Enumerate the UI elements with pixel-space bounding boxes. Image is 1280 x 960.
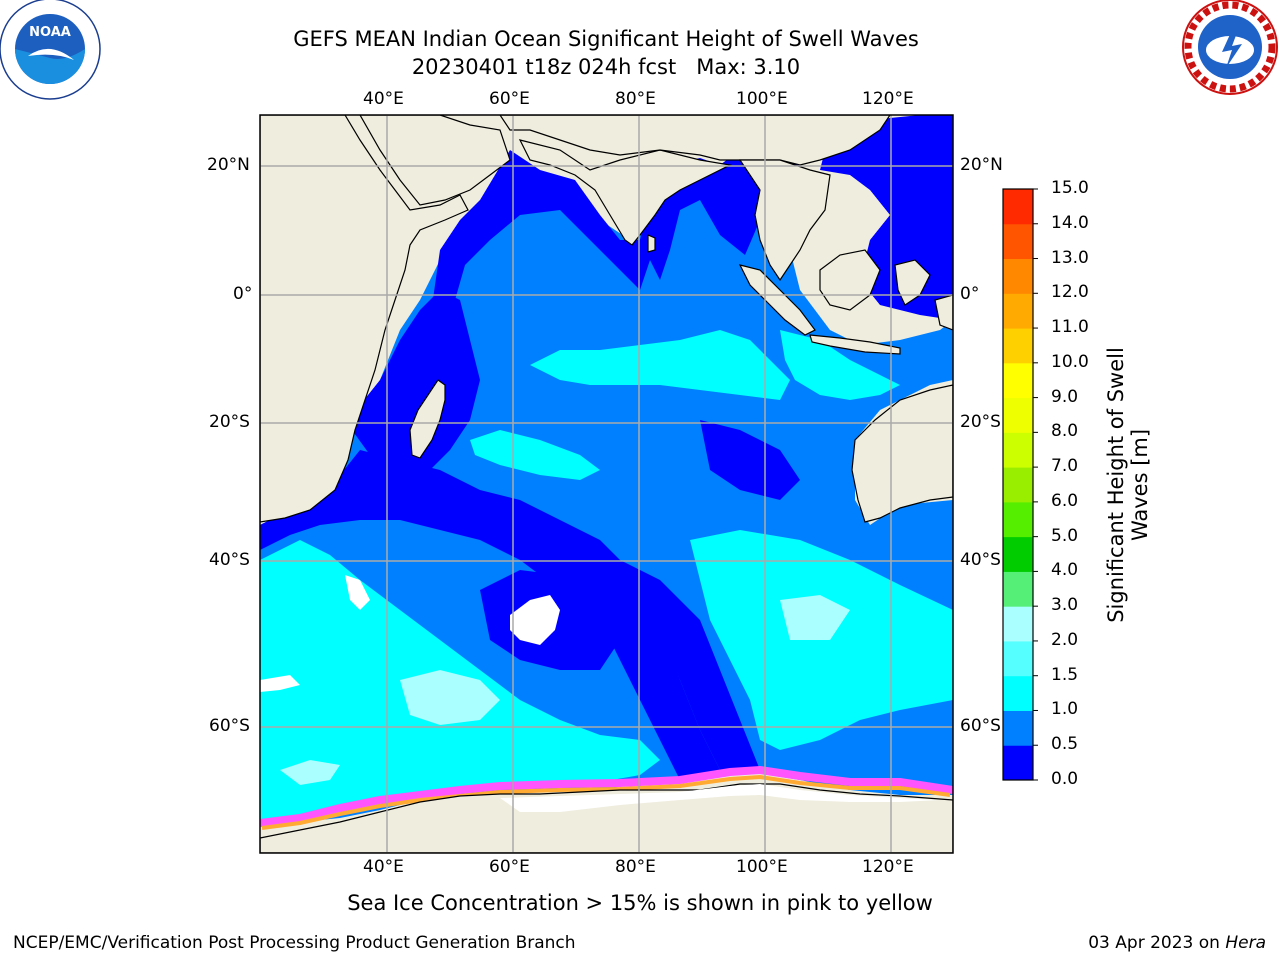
lon-tick-bottom: 120°E [862,857,914,877]
ocean-cyan-madagascar-streak [470,430,600,480]
colorbar-tick-label: 4.0 [1051,560,1079,581]
footer-timestamp: 03 Apr 2023 on Hera [1088,933,1266,953]
colorbar-frame [1002,188,1034,781]
antarctic-ice-shelf [500,784,940,812]
colorbar-tick-label: 7.0 [1051,456,1079,477]
sea-ice-band [260,765,953,827]
land-new-guinea [934,294,953,331]
lon-tick-bottom: 40°E [363,857,404,877]
lon-tick-top: 120°E [862,89,914,109]
ocean-light-cyan-patch-2 [280,760,340,785]
colorbar [1003,188,1038,781]
map-frame [259,114,954,854]
colorbar-swatch [1003,189,1033,225]
colorbar-title-line1: Significant Height of Swell [1104,347,1128,623]
colorbar-tick-label: 3.0 [1051,595,1079,616]
colorbar-swatch [1003,397,1033,433]
colorbar-tick-label: 10.0 [1051,351,1089,372]
footer-credit: NCEP/EMC/Verification Post Processing Pr… [13,933,576,953]
colorbar-tick-label: 0.0 [1051,769,1079,789]
ocean-deep-blue-madagascar [352,290,480,480]
ocean-light-cyan-patch-3 [780,595,850,640]
graticule [260,115,953,853]
colorbar-swatch [1003,432,1033,468]
land-australia [851,384,953,523]
colorbar-swatch [1003,467,1033,503]
footer-machine: Hera [1225,933,1266,953]
colorbar-tick-label: 8.0 [1051,421,1079,442]
colorbar-tick-label: 1.5 [1051,664,1079,685]
colorbar-tick-label: 2.0 [1051,629,1079,650]
colorbar-tick-label: 11.0 [1051,317,1089,338]
ocean-deep-blue-west-aus [700,420,800,500]
colorbar-tick-label: 15.0 [1051,178,1089,198]
lon-tick-top: 60°E [489,89,530,109]
colorbar-swatch [1003,293,1033,329]
map-subtitle-forecast: 20230401 t18z 024h fcst Max: 3.10 [411,55,801,79]
colorbar-tick-label: 6.0 [1051,490,1079,511]
land-africa [260,115,469,523]
ocean-deep-blue-southwest [260,450,720,780]
land-sumatra [738,264,816,336]
colorbar-swatch [1003,675,1033,711]
map-area [260,115,953,853]
colorbar-swatch [1003,258,1033,294]
sea-ice-inner [261,774,951,830]
map-title: GEFS MEAN Indian Ocean Significant Heigh… [293,27,919,51]
ocean-deep-blue-trough [620,560,760,770]
colorbar-tick-label: 12.0 [1051,282,1089,303]
colorbar-title-line2: Waves [m] [1128,428,1152,542]
ocean-light-cyan-patch-1 [400,670,500,725]
colorbar-swatch [1003,501,1033,538]
lat-tick-right: 0° [960,284,980,304]
land-asia [499,115,891,166]
lon-tick-bottom: 80°E [615,857,656,877]
colorbar-swatch [1003,223,1033,260]
colorbar-tick-label: 0.5 [1051,734,1079,755]
ocean-white-patch-edge [260,675,300,692]
colorbar-tick-label: 13.0 [1051,247,1089,268]
colorbar-swatch [1003,710,1033,746]
lat-tick-right: 40°S [960,550,1001,570]
lon-tick-top: 80°E [615,89,656,109]
colorbar-tick-label: 14.0 [1051,212,1089,233]
lat-tick-right: 60°S [960,716,1001,736]
colorbar-swatch [1003,571,1033,607]
colorbar-swatch [1003,328,1033,364]
colorbar-tick-label: 5.0 [1051,525,1079,546]
lat-tick-left: 20°N [207,155,250,175]
ocean-deep-blue-north [430,150,800,320]
ocean-deep-blue-bay [640,170,760,280]
land-arabia [359,115,511,206]
lat-tick-left: 60°S [209,716,250,736]
lon-tick-top: 100°E [736,89,788,109]
colorbar-swatch [1003,606,1033,642]
lat-tick-right: 20°N [960,155,1003,175]
lat-tick-left: 0° [233,284,253,304]
ocean-white-patch-crozet [510,595,560,645]
lon-tick-bottom: 100°E [736,857,788,877]
colorbar-swatch [1003,362,1033,399]
colorbar-tick-label: 1.0 [1051,699,1079,720]
lat-tick-left: 20°S [209,412,250,432]
lon-tick-bottom: 60°E [489,857,530,877]
colorbar-swatch [1003,536,1033,572]
footer-date: 03 Apr 2023 on [1088,933,1226,953]
ocean-cyan-central [530,330,790,400]
lon-tick-top: 40°E [363,89,404,109]
lat-tick-right: 20°S [960,412,1001,432]
colorbar-tick-label: 9.0 [1051,386,1079,407]
ocean-white-patch-west [345,575,370,610]
colorbar-swatch [1003,745,1033,781]
land-java [809,334,901,355]
land-indochina [738,159,831,282]
ocean-cyan-indo [780,330,900,400]
land-sri-lanka [647,234,656,253]
land-madagascar [409,379,446,459]
colorbar-swatch [1003,640,1033,677]
land-antarctica [260,783,953,853]
sea-ice-caption: Sea Ice Concentration > 15% is shown in … [347,891,933,915]
lat-tick-left: 40°S [209,550,250,570]
